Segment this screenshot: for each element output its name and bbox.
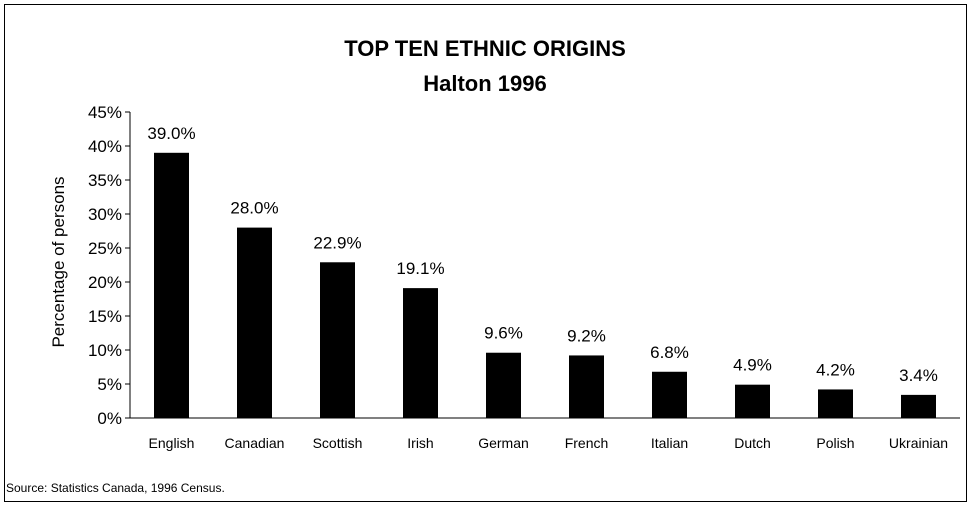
data-label-polish: 4.2% (816, 360, 855, 379)
x-tick-label-scottish: Scottish (313, 435, 363, 451)
x-tick-label-german: German (478, 435, 529, 451)
bar-italian (652, 371, 687, 418)
data-label-ukrainian: 3.4% (899, 366, 938, 385)
data-label-irish: 19.1% (396, 259, 444, 278)
x-tick-label-irish: Irish (407, 435, 433, 451)
data-label-english: 39.0% (147, 124, 195, 143)
bar-scottish (320, 262, 355, 418)
x-tick-label-ukrainian: Ukrainian (889, 435, 948, 451)
y-axis-label: Percentage of persons (49, 176, 68, 347)
y-tick-label: 40% (88, 137, 122, 156)
x-tick-label-italian: Italian (651, 435, 688, 451)
data-label-italian: 6.8% (650, 343, 689, 362)
y-tick-label: 10% (88, 341, 122, 360)
source-note: Source: Statistics Canada, 1996 Census. (6, 481, 225, 495)
data-label-french: 9.2% (567, 326, 606, 345)
x-tick-label-canadian: Canadian (225, 435, 285, 451)
y-tick-label: 30% (88, 205, 122, 224)
bar-canadian (237, 227, 272, 418)
y-tick-label: 15% (88, 307, 122, 326)
y-tick-label: 0% (97, 409, 122, 428)
data-label-dutch: 4.9% (733, 356, 772, 375)
bar-english (154, 152, 189, 419)
bar-german (486, 352, 521, 418)
bar-french (569, 355, 604, 418)
chart-title: TOP TEN ETHNIC ORIGINS (344, 36, 626, 61)
x-tick-label-polish: Polish (816, 435, 854, 451)
y-tick-label: 20% (88, 273, 122, 292)
y-tick-label: 45% (88, 103, 122, 122)
y-tick-label: 35% (88, 171, 122, 190)
bar-polish (818, 389, 853, 418)
x-tick-label-dutch: Dutch (734, 435, 771, 451)
chart-subtitle: Halton 1996 (423, 71, 547, 96)
y-tick-label: 5% (97, 375, 122, 394)
data-label-german: 9.6% (484, 324, 523, 343)
bar-irish (403, 288, 438, 418)
bar-ukrainian (901, 394, 936, 418)
x-tick-label-french: French (565, 435, 609, 451)
data-label-canadian: 28.0% (230, 199, 278, 218)
bar-dutch (735, 384, 770, 418)
x-tick-label-english: English (149, 435, 195, 451)
data-label-scottish: 22.9% (313, 233, 361, 252)
y-tick-label: 25% (88, 239, 122, 258)
